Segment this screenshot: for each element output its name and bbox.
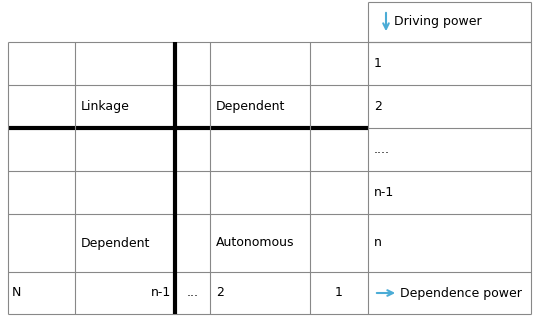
Text: 2: 2	[374, 100, 382, 113]
Text: n-1: n-1	[151, 287, 171, 300]
Text: n-1: n-1	[374, 186, 394, 199]
Text: 2: 2	[216, 287, 224, 300]
Text: Linkage: Linkage	[81, 100, 130, 113]
Text: Dependent: Dependent	[216, 100, 285, 113]
Text: Autonomous: Autonomous	[216, 236, 294, 250]
Text: N: N	[12, 287, 22, 300]
Text: 1: 1	[374, 57, 382, 70]
Text: Dependent: Dependent	[81, 236, 150, 250]
Text: ...: ...	[186, 287, 198, 300]
Text: Dependence power: Dependence power	[400, 287, 522, 300]
Text: Driving power: Driving power	[394, 15, 482, 28]
Text: ....: ....	[374, 143, 390, 156]
Text: n: n	[374, 236, 382, 250]
Text: 1: 1	[335, 287, 343, 300]
